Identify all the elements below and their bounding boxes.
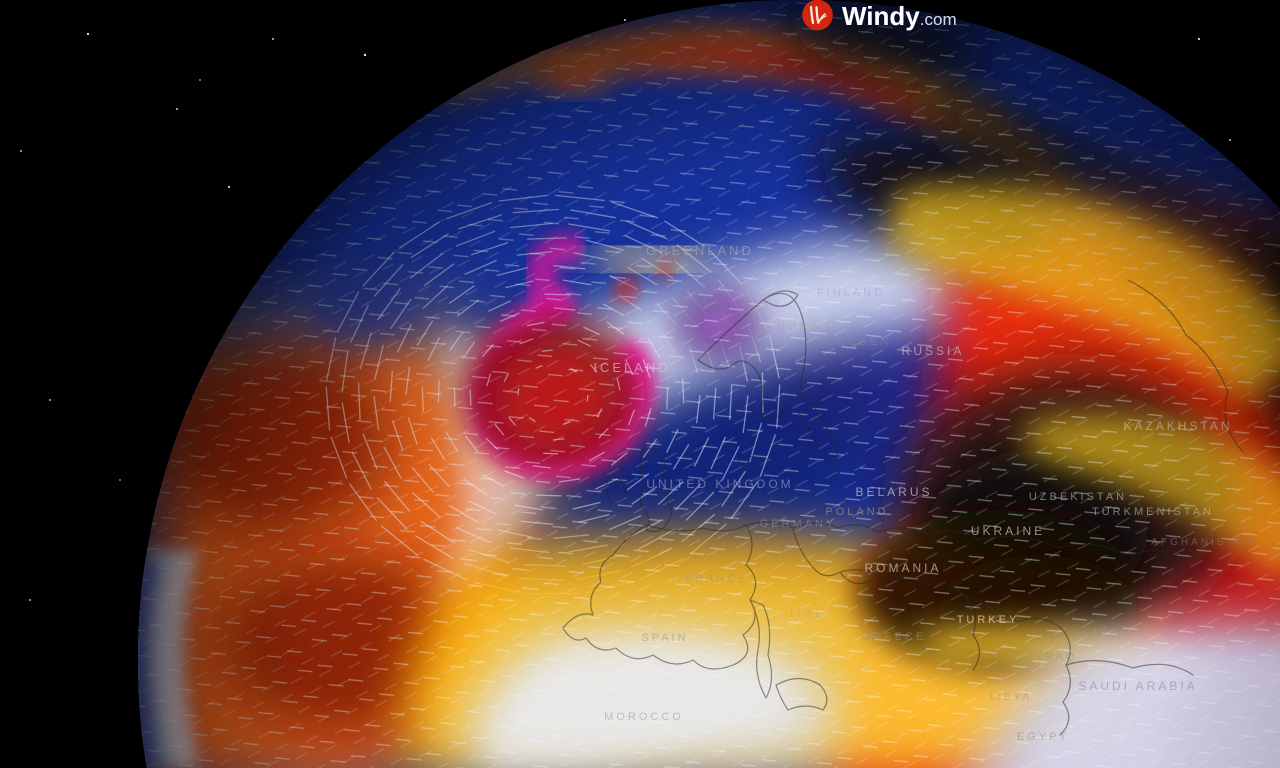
svg-text:SAUDI ARABIA: SAUDI ARABIA (1078, 679, 1197, 693)
svg-text:IRAQ: IRAQ (1039, 651, 1078, 663)
svg-text:UNITED KINGDOM: UNITED KINGDOM (646, 477, 793, 491)
svg-text:UKRAINE: UKRAINE (971, 524, 1045, 538)
svg-text:EGYPT: EGYPT (1017, 731, 1069, 743)
svg-text:TURKMENISTAN: TURKMENISTAN (1092, 506, 1214, 518)
svg-text:ICELAND: ICELAND (593, 360, 670, 375)
svg-text:GREECE: GREECE (862, 631, 926, 643)
svg-text:UZBEKISTAN: UZBEKISTAN (1029, 491, 1127, 503)
svg-text:RUSSIA: RUSSIA (902, 344, 965, 358)
svg-text:GERMANY: GERMANY (760, 518, 837, 530)
svg-text:IRAN: IRAN (1094, 626, 1132, 638)
svg-text:MOROCCO: MOROCCO (604, 711, 684, 723)
svg-text:LIBYA: LIBYA (990, 692, 1033, 703)
svg-text:ROMANIA: ROMANIA (864, 561, 941, 575)
svg-text:KAZAKHSTAN: KAZAKHSTAN (1123, 419, 1232, 433)
svg-text:NORWAY: NORWAY (777, 321, 843, 333)
svg-text:TURKEY: TURKEY (957, 614, 1020, 626)
svg-text:GREENLAND: GREENLAND (646, 243, 754, 258)
svg-text:SWEDEN: SWEDEN (825, 336, 891, 348)
svg-text:SPAIN: SPAIN (641, 632, 688, 644)
svg-text:Windy.com: Windy.com (842, 1, 957, 31)
svg-text:FINLAND: FINLAND (817, 287, 885, 299)
svg-text:AFGHANISTAN: AFGHANISTAN (1151, 537, 1254, 548)
svg-text:POLAND: POLAND (825, 506, 888, 518)
svg-text:FRANCE: FRANCE (685, 573, 748, 585)
svg-text:ITALY: ITALY (790, 608, 834, 620)
svg-text:BELARUS: BELARUS (855, 485, 932, 499)
